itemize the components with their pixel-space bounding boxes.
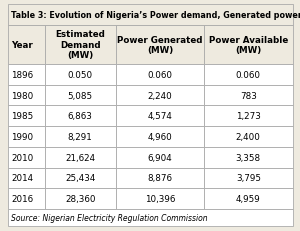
Text: Estimated
Demand
(MW): Estimated Demand (MW) xyxy=(55,30,105,60)
Text: 2,400: 2,400 xyxy=(236,132,261,141)
Bar xyxy=(204,25,292,65)
Text: 3,358: 3,358 xyxy=(236,153,261,162)
Bar xyxy=(8,168,44,188)
Bar xyxy=(116,168,204,188)
Text: Source: Nigerian Electricity Regulation Commission: Source: Nigerian Electricity Regulation … xyxy=(11,213,208,222)
Text: Power Generated
(MW): Power Generated (MW) xyxy=(117,35,203,55)
Text: 4,960: 4,960 xyxy=(148,132,172,141)
Text: 8,291: 8,291 xyxy=(68,132,92,141)
Bar xyxy=(8,5,292,25)
Bar xyxy=(44,127,116,147)
Bar xyxy=(44,188,116,209)
Bar xyxy=(44,147,116,168)
Bar xyxy=(8,106,44,127)
Bar xyxy=(204,168,292,188)
Bar xyxy=(8,85,44,106)
Text: 1990: 1990 xyxy=(11,132,33,141)
Text: 25,434: 25,434 xyxy=(65,174,95,182)
Bar xyxy=(116,106,204,127)
Text: Year: Year xyxy=(11,41,33,49)
Text: 2010: 2010 xyxy=(11,153,33,162)
Bar xyxy=(44,25,116,65)
Text: 1980: 1980 xyxy=(11,91,33,100)
Bar xyxy=(44,106,116,127)
Text: 6,904: 6,904 xyxy=(148,153,172,162)
Text: 4,574: 4,574 xyxy=(148,112,172,121)
Text: 2014: 2014 xyxy=(11,174,33,182)
Text: 1896: 1896 xyxy=(11,70,33,79)
Bar xyxy=(8,25,44,65)
Bar xyxy=(44,85,116,106)
Bar xyxy=(204,188,292,209)
Bar xyxy=(8,127,44,147)
Bar xyxy=(116,188,204,209)
Text: 783: 783 xyxy=(240,91,257,100)
Bar xyxy=(204,106,292,127)
Bar xyxy=(116,65,204,85)
Bar xyxy=(204,85,292,106)
Bar xyxy=(8,209,292,226)
Text: 10,396: 10,396 xyxy=(145,194,175,203)
Text: 21,624: 21,624 xyxy=(65,153,95,162)
Text: Power Available
(MW): Power Available (MW) xyxy=(209,35,288,55)
Text: 28,360: 28,360 xyxy=(65,194,95,203)
Bar xyxy=(116,147,204,168)
Text: 6,863: 6,863 xyxy=(68,112,93,121)
Text: 0.060: 0.060 xyxy=(148,70,172,79)
Text: 0.060: 0.060 xyxy=(236,70,261,79)
Text: 2016: 2016 xyxy=(11,194,33,203)
Bar xyxy=(116,85,204,106)
Text: 1985: 1985 xyxy=(11,112,33,121)
Text: 1,273: 1,273 xyxy=(236,112,261,121)
Text: Table 3: Evolution of Nigeria’s Power demand, Generated power, Available Power: Table 3: Evolution of Nigeria’s Power de… xyxy=(11,11,300,19)
Bar xyxy=(8,147,44,168)
Bar xyxy=(8,188,44,209)
Bar xyxy=(8,65,44,85)
Bar xyxy=(204,127,292,147)
Text: 0.050: 0.050 xyxy=(68,70,93,79)
Text: 4,959: 4,959 xyxy=(236,194,261,203)
Bar xyxy=(116,25,204,65)
Text: 2,240: 2,240 xyxy=(148,91,172,100)
Bar xyxy=(204,147,292,168)
Bar xyxy=(116,127,204,147)
Text: 8,876: 8,876 xyxy=(148,174,172,182)
Bar xyxy=(204,65,292,85)
Text: 3,795: 3,795 xyxy=(236,174,261,182)
Bar xyxy=(44,65,116,85)
Bar xyxy=(44,168,116,188)
Text: 5,085: 5,085 xyxy=(68,91,93,100)
